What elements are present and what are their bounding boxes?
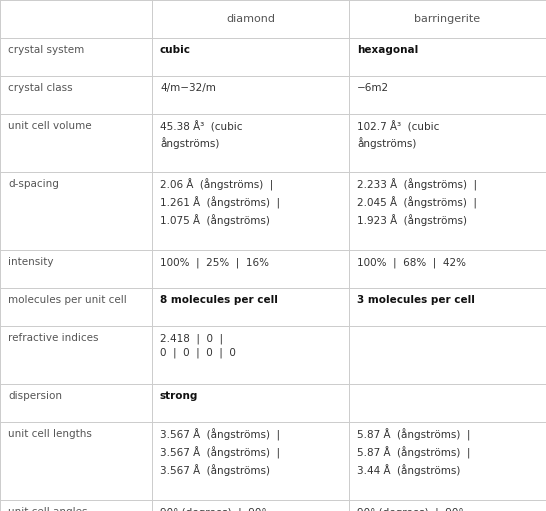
Text: unit cell volume: unit cell volume xyxy=(8,121,92,131)
Text: barringerite: barringerite xyxy=(414,14,480,24)
Text: 90° (degrees)  |  90°
(degrees)  |  120°
(degrees): 90° (degrees) | 90° (degrees) | 120° (de… xyxy=(357,507,464,511)
Text: crystal system: crystal system xyxy=(8,45,84,55)
Text: 45.38 Å³  (cubic
ångströms): 45.38 Å³ (cubic ångströms) xyxy=(160,121,242,149)
Text: cubic: cubic xyxy=(160,45,191,55)
Text: 2.233 Å  (ångströms)  |
2.045 Å  (ångströms)  |
1.923 Å  (ångströms): 2.233 Å (ångströms) | 2.045 Å (ångströms… xyxy=(357,179,477,226)
Text: 102.7 Å³  (cubic
ångströms): 102.7 Å³ (cubic ångströms) xyxy=(357,121,440,149)
Text: refractive indices: refractive indices xyxy=(8,333,98,343)
Text: 3.567 Å  (ångströms)  |
3.567 Å  (ångströms)  |
3.567 Å  (ångströms): 3.567 Å (ångströms) | 3.567 Å (ångströms… xyxy=(160,429,280,476)
Text: 2.06 Å  (ångströms)  |
1.261 Å  (ångströms)  |
1.075 Å  (ångströms): 2.06 Å (ångströms) | 1.261 Å (ångströms)… xyxy=(160,179,280,226)
Text: 8 molecules per cell: 8 molecules per cell xyxy=(160,295,278,305)
Text: 4/m−32/m: 4/m−32/m xyxy=(160,83,216,93)
Text: molecules per unit cell: molecules per unit cell xyxy=(8,295,127,305)
Text: 100%  |  68%  |  42%: 100% | 68% | 42% xyxy=(357,257,466,267)
Text: intensity: intensity xyxy=(8,257,54,267)
Text: −6m2: −6m2 xyxy=(357,83,389,93)
Text: 100%  |  25%  |  16%: 100% | 25% | 16% xyxy=(160,257,269,267)
Text: dispersion: dispersion xyxy=(8,391,62,401)
Text: diamond: diamond xyxy=(226,14,275,24)
Text: 2.418  |  0  |
0  |  0  |  0  |  0: 2.418 | 0 | 0 | 0 | 0 | 0 xyxy=(160,333,236,358)
Text: unit cell angles: unit cell angles xyxy=(8,507,87,511)
Text: 90° (degrees)  |  90°
(degrees)  |  90°
(degrees): 90° (degrees) | 90° (degrees) | 90° (deg… xyxy=(160,507,266,511)
Text: unit cell lengths: unit cell lengths xyxy=(8,429,92,439)
Text: 5.87 Å  (ångströms)  |
5.87 Å  (ångströms)  |
3.44 Å  (ångströms): 5.87 Å (ångströms) | 5.87 Å (ångströms) … xyxy=(357,429,471,476)
Text: crystal class: crystal class xyxy=(8,83,73,93)
Text: 3 molecules per cell: 3 molecules per cell xyxy=(357,295,475,305)
Text: strong: strong xyxy=(160,391,198,401)
Text: hexagonal: hexagonal xyxy=(357,45,418,55)
Text: d-spacing: d-spacing xyxy=(8,179,59,189)
